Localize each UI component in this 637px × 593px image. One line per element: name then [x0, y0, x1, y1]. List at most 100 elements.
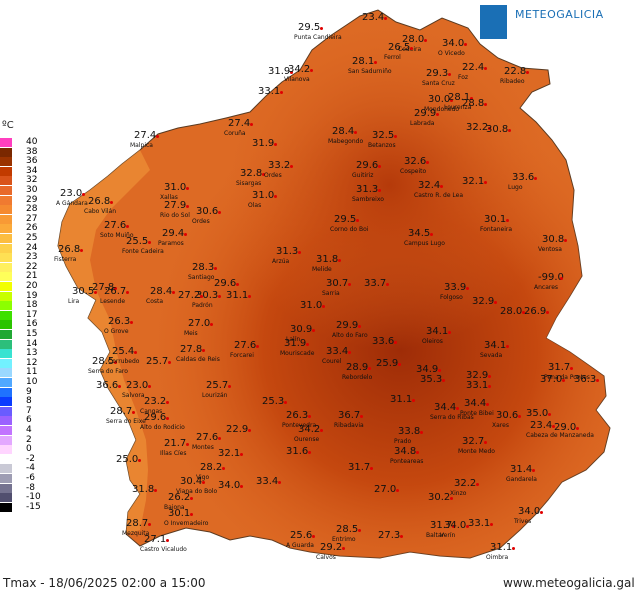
station-marker-icon: [168, 361, 171, 364]
station-name: Sarria: [322, 290, 340, 297]
station-marker-icon: [548, 413, 551, 416]
station-temperature: 27.8: [92, 282, 115, 293]
station-marker-icon: [166, 417, 169, 420]
legend-swatch: [0, 282, 12, 291]
station-marker-icon: [94, 291, 97, 294]
station-temperature: 30.6: [196, 206, 219, 217]
station-name: Pena da Pontes: [544, 374, 590, 381]
map-caption: Tmax - 18/06/2025 02:00 a 15:00: [3, 576, 206, 590]
station-name: Vigo: [196, 474, 210, 481]
station-marker-icon: [394, 341, 397, 344]
station-marker-icon: [476, 483, 479, 486]
station-marker-icon: [532, 469, 535, 472]
station-name: Pontevedra: [282, 422, 317, 429]
legend-label: -2: [26, 453, 35, 464]
station-temperature: 28.0: [500, 306, 523, 317]
station-name: Betanzos: [368, 142, 396, 149]
legend-swatch: [0, 138, 12, 147]
station-marker-icon: [534, 177, 537, 180]
station-name: Coruña: [224, 130, 246, 137]
station-marker-icon: [348, 351, 351, 354]
xunta-logo-icon[interactable]: [480, 5, 507, 39]
legend-label: 18: [26, 300, 38, 311]
station-name: Illas Cíes: [160, 450, 187, 457]
legend-label: 13: [26, 348, 38, 359]
station-temperature: 29.5: [298, 22, 321, 33]
legend-label: 20: [26, 281, 38, 291]
station-temperature: 28.8: [462, 98, 485, 109]
station-temperature: 25.0: [116, 454, 139, 465]
station-marker-icon: [274, 195, 277, 198]
station-marker-icon: [394, 135, 397, 138]
station-name: Santa Cruz: [422, 80, 455, 87]
station-temperature: 28.1: [448, 92, 471, 103]
station-name: Fisterra: [54, 256, 77, 263]
station-name: Olas: [248, 202, 262, 209]
station-marker-icon: [290, 165, 293, 168]
station-name: Xares: [492, 422, 509, 429]
station-name: Xallas: [160, 194, 178, 201]
legend-label: 36: [26, 156, 38, 167]
station-marker-icon: [570, 367, 573, 370]
station-temperature: 33.9: [444, 282, 467, 293]
station-name: Trives: [514, 518, 532, 525]
station-temperature: 25.7: [206, 380, 229, 391]
station-name: Ordes: [192, 218, 210, 225]
station-temperature: 31.1: [490, 542, 513, 553]
legend-label: 12: [26, 357, 38, 368]
legend-swatch: [0, 205, 12, 215]
station-marker-icon: [274, 143, 277, 146]
station-name: Montes: [192, 444, 214, 451]
station-temperature: 29.3: [426, 68, 449, 79]
station-temperature: 23.2: [144, 396, 167, 407]
station-marker-icon: [484, 103, 487, 106]
station-temperature: 29.4: [162, 228, 185, 239]
station-temperature: 27.6: [104, 220, 127, 231]
station-name: Ancares: [534, 284, 559, 291]
legend-label: 29: [26, 194, 38, 205]
station-name: O Grove: [104, 328, 129, 335]
station-name: Arzúa: [272, 258, 290, 265]
station-marker-icon: [214, 267, 217, 270]
legend-swatch: [0, 214, 12, 224]
station-marker-icon: [126, 291, 129, 294]
legend-label: 10: [26, 377, 38, 387]
station-temperature: 32.6: [404, 156, 427, 167]
station-marker-icon: [130, 321, 133, 324]
station-temperature: 26.2: [168, 492, 191, 503]
station-marker-icon: [308, 415, 311, 418]
station-name: Corno do Boi: [330, 226, 369, 233]
station-marker-icon: [396, 489, 399, 492]
logo-text[interactable]: METEOGALICIA: [515, 8, 604, 21]
station-marker-icon: [186, 443, 189, 446]
station-marker-icon: [322, 305, 325, 308]
station-temperature: 27.0: [374, 484, 397, 495]
station-name: Ponteareas: [390, 458, 424, 465]
station-name: Lourizán: [202, 392, 228, 399]
station-name: Fontaneira: [480, 226, 513, 233]
legend-label: 4: [26, 425, 32, 435]
station-name: Baltar: [426, 532, 444, 539]
station-temperature: 28.3: [192, 262, 215, 273]
station-name: Meis: [184, 330, 198, 337]
station-temperature: 27.3: [378, 530, 401, 541]
legend-swatch: [0, 234, 12, 243]
station-temperature: 26.9: [524, 306, 547, 317]
station-marker-icon: [172, 291, 175, 294]
station-marker-icon: [186, 205, 189, 208]
station-temperature: 26.5: [388, 42, 411, 53]
station-temperature: 31.0: [164, 182, 187, 193]
station-marker-icon: [348, 283, 351, 286]
legend-label: 11: [26, 367, 38, 378]
station-marker-icon: [426, 161, 429, 164]
station-temperature: 27.4: [134, 130, 157, 141]
station-marker-icon: [466, 287, 469, 290]
station-temperature: 29.9: [414, 108, 437, 119]
station-name: Lugo: [508, 184, 523, 191]
station-temperature: 30.8: [486, 124, 509, 135]
station-marker-icon: [430, 233, 433, 236]
station-temperature: 25.3: [262, 396, 285, 407]
station-marker-icon: [248, 429, 251, 432]
website-link[interactable]: www.meteogalicia.gal: [503, 576, 635, 590]
